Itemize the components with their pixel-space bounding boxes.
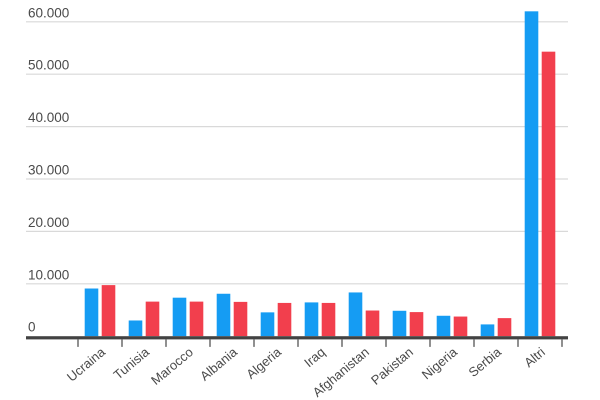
x-axis-category-label: Serbia [466,344,505,380]
x-axis-category-label: Marocco [148,344,196,388]
y-axis-tick-label: 0 [28,320,36,335]
x-axis-category-label: Iraq [301,344,328,370]
bar-blue-serbia[interactable] [480,324,495,337]
x-axis-category-label: Albania [197,344,240,384]
y-axis-tick-label: 60.000 [28,5,69,20]
x-axis-category-label: Algeria [243,344,284,382]
bar-red-altri[interactable] [541,51,556,337]
bar-blue-altri[interactable] [524,11,539,337]
y-axis-tick-label: 50.000 [28,58,69,73]
y-axis-tick-label: 30.000 [28,163,69,178]
bar-blue-pakistan[interactable] [392,310,407,337]
bar-red-albania[interactable] [233,301,248,337]
x-axis-line [26,336,568,340]
x-axis-category-label: Tunisia [111,344,153,383]
bar-red-ucraina[interactable] [101,285,116,337]
y-axis-tick-label: 10.000 [28,267,69,282]
bar-blue-algeria[interactable] [260,312,275,337]
bar-blue-marocco[interactable] [172,297,187,337]
bar-red-tunisia[interactable] [145,301,160,337]
bar-red-pakistan[interactable] [409,312,424,337]
y-axis-tick-label: 40.000 [28,110,69,125]
bar-blue-iraq[interactable] [304,302,319,337]
bar-blue-tunisia[interactable] [128,320,143,337]
y-axis-tick-label: 20.000 [28,215,69,230]
x-axis-category-label: Altri [521,344,548,370]
x-axis-category-label: Nigeria [419,344,461,382]
bar-blue-ucraina[interactable] [84,288,99,337]
bar-red-algeria[interactable] [277,302,292,337]
bar-red-serbia[interactable] [497,318,512,337]
bar-blue-albania[interactable] [216,293,231,337]
bar-red-afghanistan[interactable] [365,310,380,337]
bar-blue-afghanistan[interactable] [348,292,363,337]
bar-red-iraq[interactable] [321,302,336,337]
bar-red-nigeria[interactable] [453,316,468,337]
bar-red-marocco[interactable] [189,301,204,337]
x-axis-category-label: Pakistan [368,344,416,388]
x-axis-category-label: Ucraina [64,344,109,385]
bar-blue-nigeria[interactable] [436,315,451,337]
